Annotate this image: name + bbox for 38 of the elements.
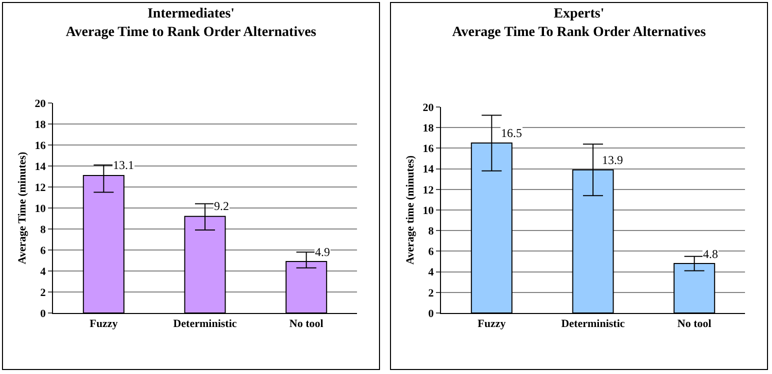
y-axis-title: Average Time (minutes) — [16, 151, 28, 264]
y-tick-label: 20 — [422, 102, 434, 114]
y-tick-label: 6 — [428, 246, 434, 258]
x-tick-label: Deterministic — [561, 318, 625, 330]
chart-title: Experts' Average Time To Rank Order Alternatives — [452, 6, 706, 40]
data-label: 16.5 — [501, 126, 522, 140]
y-tick-label: 0 — [40, 308, 46, 320]
y-tick-label: 0 — [428, 308, 434, 320]
y-tick-label: 12 — [34, 182, 46, 194]
data-label: 4.9 — [315, 245, 330, 259]
x-tick-label: No tool — [677, 318, 712, 330]
y-tick-label: 18 — [34, 118, 46, 131]
data-label: 4.8 — [703, 247, 718, 261]
y-tick-label: 16 — [34, 140, 46, 152]
y-tick-label: 8 — [428, 225, 434, 238]
y-tick-label: 2 — [428, 287, 434, 300]
y-tick-label: 10 — [34, 202, 46, 215]
y-tick-label: 6 — [40, 244, 46, 257]
y-tick-label: 10 — [422, 204, 434, 217]
y-tick-label: 8 — [40, 224, 46, 236]
y-axis-title: Average time (minutes) — [404, 155, 416, 265]
y-tick-label: 16 — [422, 143, 434, 156]
y-tick-label: 20 — [34, 98, 46, 110]
x-tick-label: Fuzzy — [478, 318, 506, 330]
data-label: 13.9 — [602, 153, 623, 167]
y-tick-label: 4 — [428, 266, 434, 279]
x-tick-label: No tool — [289, 318, 324, 330]
y-tick-label: 14 — [422, 164, 434, 176]
data-label: 9.2 — [214, 199, 229, 213]
y-tick-label: 12 — [422, 184, 434, 196]
y-tick-label: 14 — [34, 160, 46, 173]
y-tick-label: 18 — [422, 122, 434, 134]
y-tick-label: 2 — [40, 286, 46, 299]
data-label: 13.1 — [113, 158, 134, 172]
y-tick-label: 4 — [40, 266, 46, 278]
x-tick-label: Fuzzy — [90, 318, 118, 330]
chart-title: Intermediates' Average Time to Rank Order Alternatives — [66, 6, 317, 40]
x-tick-label: Deterministic — [173, 318, 237, 330]
